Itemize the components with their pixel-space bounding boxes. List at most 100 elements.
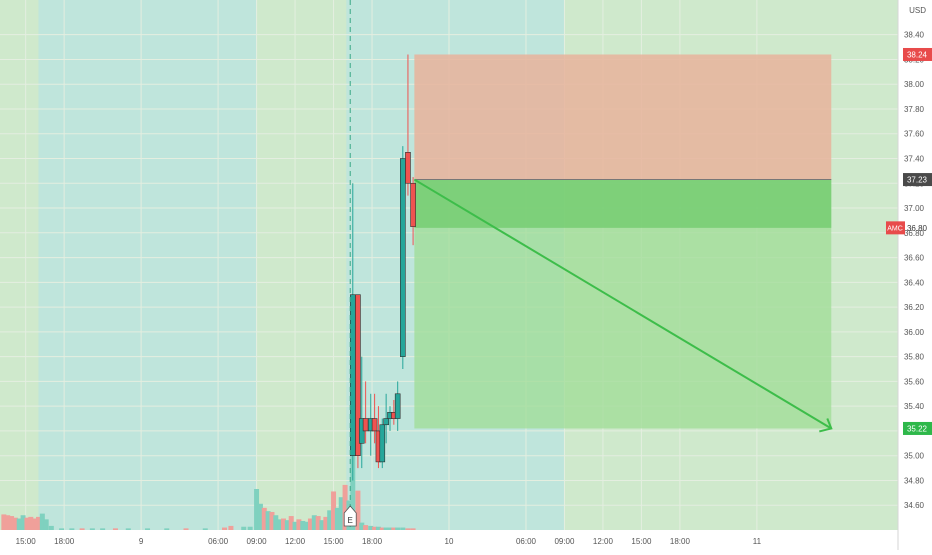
target-price-badge: 35.22	[903, 421, 932, 435]
time-tick-label: 10	[445, 537, 454, 546]
volume-bar	[202, 528, 208, 530]
time-tick-label: 18:00	[54, 537, 75, 546]
volume-bar	[383, 527, 389, 530]
price-tick-label: 37.00	[904, 204, 925, 213]
candle-body[interactable]	[349, 294, 356, 457]
target-price-text: 35.22	[907, 424, 928, 433]
price-tick-label: 37.60	[904, 130, 925, 139]
volume-bar	[342, 484, 348, 530]
volume-bar	[261, 507, 267, 530]
time-tick-label: 12:00	[285, 537, 306, 546]
projection-arrow	[413, 178, 832, 430]
volume-bar	[222, 527, 227, 530]
currency-label: USD	[909, 6, 926, 15]
candle-body[interactable]	[405, 152, 411, 184]
stop-price-badge: 38.24	[903, 47, 932, 61]
time-tick-label: 09:00	[554, 537, 575, 546]
earnings-badge[interactable]	[343, 505, 357, 527]
price-tick-label: 36.00	[904, 328, 925, 337]
volume-bar	[300, 520, 306, 530]
volume-bar	[32, 518, 38, 530]
earnings-marker[interactable]: E	[343, 0, 357, 530]
volume-bar	[277, 519, 283, 530]
time-tick-label: 15:00	[631, 537, 652, 546]
volume-bar	[35, 516, 41, 530]
stop-loss-zone[interactable]	[414, 54, 832, 180]
volume-bar	[28, 516, 34, 530]
volume-bar	[288, 516, 294, 530]
volume-bar	[379, 527, 385, 530]
time-tick-label: 15:00	[16, 537, 37, 546]
price-scale[interactable]	[898, 0, 932, 550]
candle-body[interactable]	[394, 393, 401, 419]
price-tick-label: 34.60	[904, 501, 925, 510]
volume-bar	[39, 513, 45, 530]
volume-bar	[319, 520, 325, 530]
volume-bar	[145, 528, 151, 530]
volume-bar	[69, 528, 75, 530]
volume-bar	[350, 448, 356, 530]
volume-bar	[296, 519, 302, 530]
time-tick-label: 06:00	[516, 537, 537, 546]
time-tick-label: 12:00	[593, 537, 614, 546]
volume-bar	[304, 521, 310, 530]
candle-body[interactable]	[379, 424, 386, 463]
volume-bars	[1, 448, 416, 530]
volume-bar	[20, 515, 26, 530]
price-tick-label: 38.00	[904, 80, 925, 89]
volume-bar	[405, 528, 411, 530]
price-tick-label: 35.80	[904, 353, 925, 362]
volume-bar	[338, 497, 344, 530]
price-tick-label: 37.80	[904, 105, 925, 114]
volume-bar	[368, 525, 374, 530]
volume-bar	[334, 507, 340, 530]
volume-bar	[112, 528, 118, 530]
symbol-price: 36.80	[907, 224, 928, 233]
candle-body[interactable]	[355, 294, 361, 457]
volume-bar	[391, 527, 397, 530]
entry-price-text: 37.23	[907, 176, 928, 185]
candle-body[interactable]	[371, 418, 378, 432]
candle-body[interactable]	[362, 418, 369, 432]
candle-body[interactable]	[383, 418, 389, 426]
time-tick-label: 18:00	[670, 537, 691, 546]
volume-bar	[410, 528, 416, 530]
symbol-name: AMC	[887, 225, 903, 232]
volume-bar	[307, 518, 313, 530]
price-tick-label: 36.40	[904, 278, 925, 287]
volume-bar	[257, 503, 263, 530]
price-tick-label: 36.80	[904, 229, 925, 238]
time-tick-label: 06:00	[208, 537, 229, 546]
candle-body[interactable]	[400, 158, 406, 357]
earnings-label: E	[348, 516, 353, 525]
open-pnl-zone	[414, 179, 832, 228]
symbol-badge[interactable]: AMC	[886, 221, 905, 235]
volume-bar	[16, 518, 22, 530]
volume-bar	[125, 528, 131, 530]
volume-bar	[254, 489, 260, 530]
volume-bar	[363, 525, 369, 530]
volume-bar	[1, 514, 7, 530]
volume-bar	[5, 515, 11, 530]
volume-bar	[48, 525, 54, 530]
volume-bar	[331, 491, 337, 530]
candle-body[interactable]	[410, 182, 416, 227]
price-tick-label: 36.20	[904, 303, 925, 312]
volume-bar	[400, 527, 406, 530]
volume-bar	[164, 528, 170, 530]
volume-bar	[323, 516, 329, 530]
volume-bar	[355, 490, 361, 530]
time-tick-label: 09:00	[247, 537, 268, 546]
short-position-tool[interactable]	[413, 54, 833, 433]
volume-bar	[228, 525, 234, 530]
volume-bar	[311, 515, 317, 530]
volume-bar	[247, 526, 253, 530]
session-extended	[38, 0, 257, 530]
price-tick-label: 38.40	[904, 31, 925, 40]
volume-bar	[273, 515, 279, 530]
volume-bar	[24, 517, 30, 530]
candlesticks[interactable]	[349, 54, 416, 481]
volume-bar	[12, 517, 18, 530]
